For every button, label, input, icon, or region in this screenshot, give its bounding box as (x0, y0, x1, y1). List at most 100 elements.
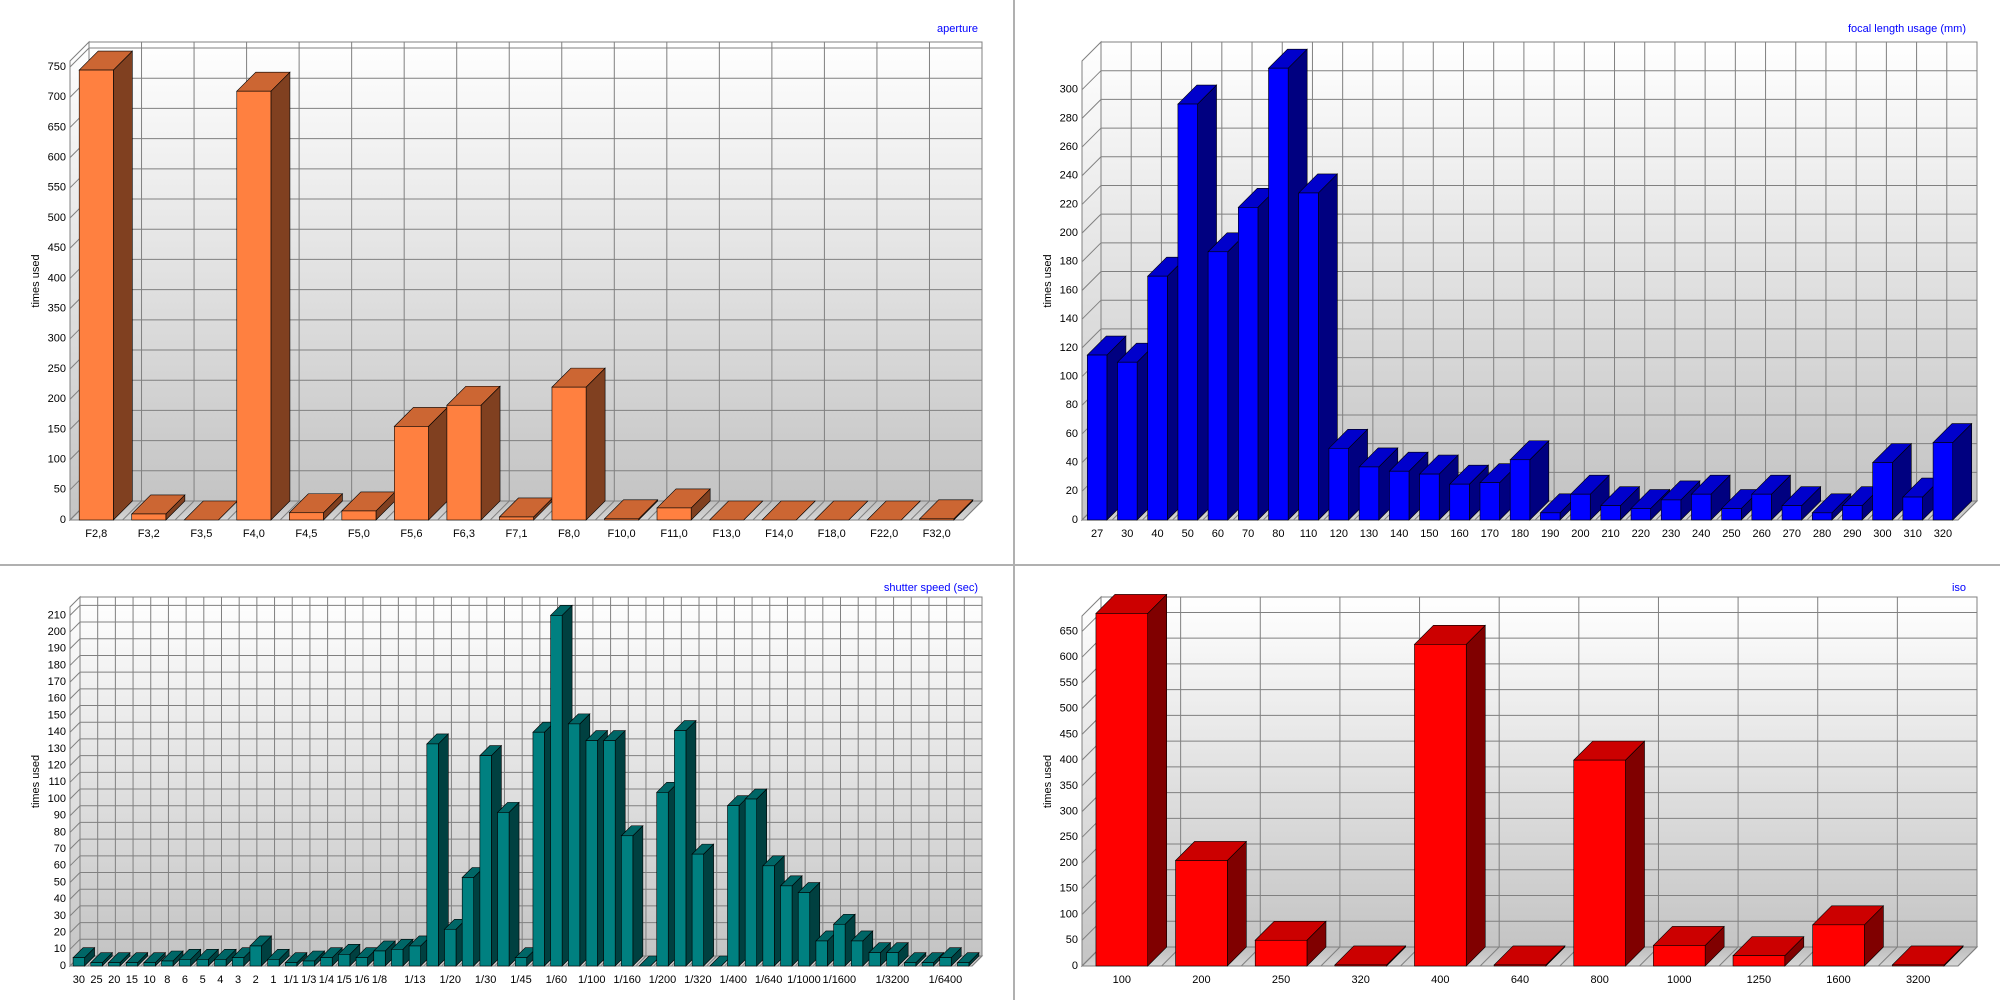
y-tick-label: 80 (1066, 399, 1078, 411)
x-tick-label: F8,0 (558, 528, 580, 540)
category-grid-line (971, 597, 983, 967)
x-tick-label: 320 (1352, 974, 1370, 986)
bar (1449, 483, 1470, 521)
bar (1653, 945, 1706, 967)
bar (1570, 493, 1591, 521)
y-tick-label: 140 (48, 726, 66, 738)
x-tick-label: 250 (1272, 974, 1290, 986)
x-tick-label: 6 (182, 974, 188, 986)
bar (1479, 482, 1500, 521)
bar-side (508, 801, 520, 967)
x-tick-label: F18,0 (818, 528, 846, 540)
x-tick-label: 1/30 (475, 974, 496, 986)
x-tick-label: 1/400 (719, 974, 747, 986)
bar (1414, 644, 1467, 967)
x-tick-label: 640 (1511, 974, 1529, 986)
category-grid-line (962, 42, 983, 521)
x-tick-label: F11,0 (660, 528, 687, 540)
y-tick-label: 150 (48, 423, 66, 435)
x-tick-label: 1/45 (510, 974, 531, 986)
x-tick-label: 15 (126, 974, 138, 986)
y-tick-label: 150 (1060, 883, 1078, 895)
y-tick-label: 130 (48, 743, 66, 755)
x-tick-label: 200 (1571, 528, 1589, 540)
x-tick-label: 220 (1632, 528, 1650, 540)
x-tick-label: 1/6 (354, 974, 369, 986)
bar (1600, 505, 1621, 521)
bar-side (428, 406, 448, 521)
x-tick-label: F32,0 (923, 528, 951, 540)
x-tick-label: F5,0 (348, 528, 370, 540)
bar (921, 962, 934, 967)
y-tick-label: 650 (48, 121, 66, 133)
bar-side (270, 71, 291, 521)
bar (1334, 964, 1387, 967)
bar (125, 962, 138, 967)
bar (551, 386, 587, 521)
bar (656, 792, 669, 967)
bar (1207, 251, 1229, 521)
category-grid-line (489, 42, 510, 521)
bar (1932, 442, 1954, 521)
bar (1842, 505, 1863, 521)
bar (302, 960, 315, 967)
bar (1389, 470, 1410, 521)
y-tick-label: 650 (1060, 625, 1078, 637)
y-tick-label: 220 (1060, 198, 1078, 210)
bar (957, 962, 970, 967)
bar (744, 798, 757, 967)
y-tick-label: 70 (54, 843, 66, 855)
bar (131, 513, 167, 521)
category-grid-line (699, 42, 720, 521)
x-tick-label: 230 (1662, 528, 1680, 540)
bar (1175, 860, 1228, 967)
y-tick-label: 200 (48, 626, 66, 638)
bar (815, 940, 828, 967)
chart: 0 50 100 150 200 250 300 350 400 450 500 550 600 650 1… (1042, 582, 1979, 986)
bar (514, 957, 528, 967)
y-tick-label: 200 (1060, 857, 1078, 869)
x-tick-label: 5 (200, 974, 206, 986)
x-tick-label: 1/8 (372, 974, 387, 986)
category-grid-line (1878, 597, 1898, 967)
x-tick-label: 1/1000 (787, 974, 821, 986)
bar (1268, 67, 1289, 521)
bar (231, 957, 245, 967)
x-tick-label: 310 (1904, 528, 1922, 540)
x-tick-label: 1/100 (578, 974, 606, 986)
bar (178, 959, 192, 967)
x-tick-label: 30 (73, 974, 85, 986)
y-tick-label: 20 (1066, 485, 1078, 497)
bar (886, 952, 899, 967)
x-tick-label: 1600 (1826, 974, 1850, 986)
bar (1117, 361, 1138, 521)
category-grid-line (1479, 597, 1500, 967)
y-axis-label: times used (30, 254, 42, 307)
bar (727, 805, 740, 967)
category-grid-line (635, 597, 647, 967)
x-tick-label: 1/5 (336, 974, 351, 986)
bar (108, 962, 121, 967)
x-tick-label: 140 (1390, 528, 1408, 540)
y-tick-label: 40 (1066, 457, 1078, 469)
x-tick-label: 1/3 (301, 974, 316, 986)
x-tick-label: F3,2 (138, 528, 160, 540)
bar (797, 892, 811, 967)
x-tick-label: 3200 (1906, 974, 1930, 986)
y-tick-label: 400 (1060, 754, 1078, 766)
x-tick-label: 190 (1541, 528, 1559, 540)
x-tick-label: 80 (1272, 528, 1284, 540)
bar (143, 962, 156, 967)
chart-title: aperture (937, 23, 978, 35)
x-tick-label: 60 (1212, 528, 1224, 540)
bar (338, 954, 351, 967)
bar (236, 90, 272, 521)
bar (78, 69, 114, 521)
y-tick-label: 500 (48, 212, 66, 224)
bar (444, 928, 457, 967)
bar (1721, 508, 1742, 521)
category-grid-line (1957, 42, 1978, 521)
bar-top (708, 500, 764, 521)
